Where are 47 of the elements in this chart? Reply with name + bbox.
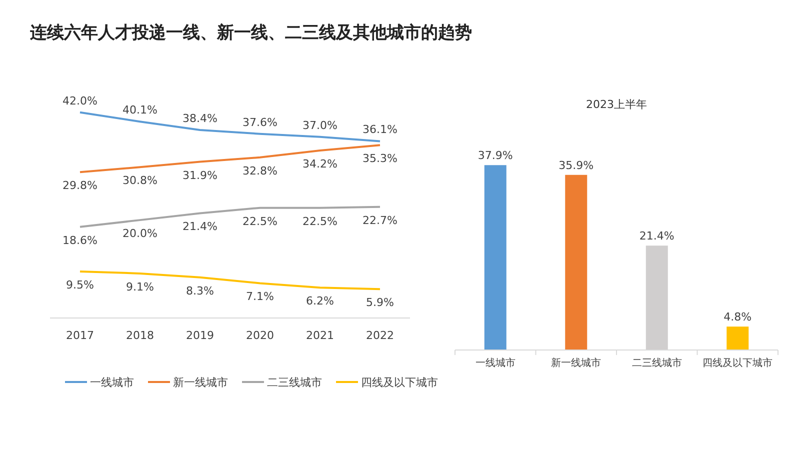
data-label: 30.8% <box>122 174 158 188</box>
bar <box>726 326 749 350</box>
legend-label: 四线及以下城市 <box>361 376 438 389</box>
x-tick-label: 2019 <box>186 329 214 342</box>
data-label: 22.5% <box>302 214 338 228</box>
data-label: 8.3% <box>186 284 214 298</box>
data-label: 5.9% <box>366 296 394 310</box>
data-label: 6.2% <box>306 294 334 308</box>
data-label: 29.8% <box>62 179 98 192</box>
chart-title: 2023上半年 <box>586 98 647 111</box>
x-tick-label: 2021 <box>306 329 334 342</box>
data-label: 18.6% <box>62 234 98 247</box>
bar <box>565 174 588 350</box>
x-tick-label: 一线城市 <box>475 357 516 369</box>
legend-label: 二三线城市 <box>267 376 322 389</box>
data-label: 37.9% <box>478 149 513 162</box>
x-tick-label: 2022 <box>366 329 394 342</box>
data-label: 37.0% <box>302 118 338 132</box>
data-label: 4.8% <box>724 310 752 324</box>
data-label: 21.4% <box>639 230 674 243</box>
x-tick-label: 新一线城市 <box>551 357 602 369</box>
data-label: 37.6% <box>242 116 278 129</box>
x-tick-label: 二三线城市 <box>632 357 682 369</box>
chart-title: 连续六年人才投递一线、新一线、二三线及其他城市的趋势 <box>29 23 472 43</box>
data-label: 22.7% <box>362 214 398 227</box>
data-label: 40.1% <box>122 104 158 117</box>
data-label: 36.1% <box>362 123 398 136</box>
data-label: 34.2% <box>302 158 338 171</box>
data-label: 9.1% <box>126 280 154 294</box>
data-label: 31.9% <box>182 168 218 182</box>
data-label: 20.0% <box>122 227 158 240</box>
data-label: 32.8% <box>242 164 278 178</box>
data-label: 35.9% <box>558 158 594 172</box>
data-label: 42.0% <box>62 94 98 108</box>
x-tick-label: 四线及以下城市 <box>702 357 773 369</box>
data-label: 38.4% <box>182 112 218 125</box>
legend-label: 一线城市 <box>90 376 134 389</box>
x-tick-label: 2018 <box>126 329 154 342</box>
bar <box>484 165 506 350</box>
x-tick-label: 2020 <box>246 329 274 342</box>
x-tick-label: 2017 <box>66 329 94 342</box>
data-label: 9.5% <box>66 278 94 292</box>
data-label: 21.4% <box>182 220 218 234</box>
data-label: 35.3% <box>362 152 398 166</box>
data-label: 7.1% <box>246 290 274 304</box>
legend-label: 新一线城市 <box>173 376 228 389</box>
data-label: 22.5% <box>242 214 278 228</box>
